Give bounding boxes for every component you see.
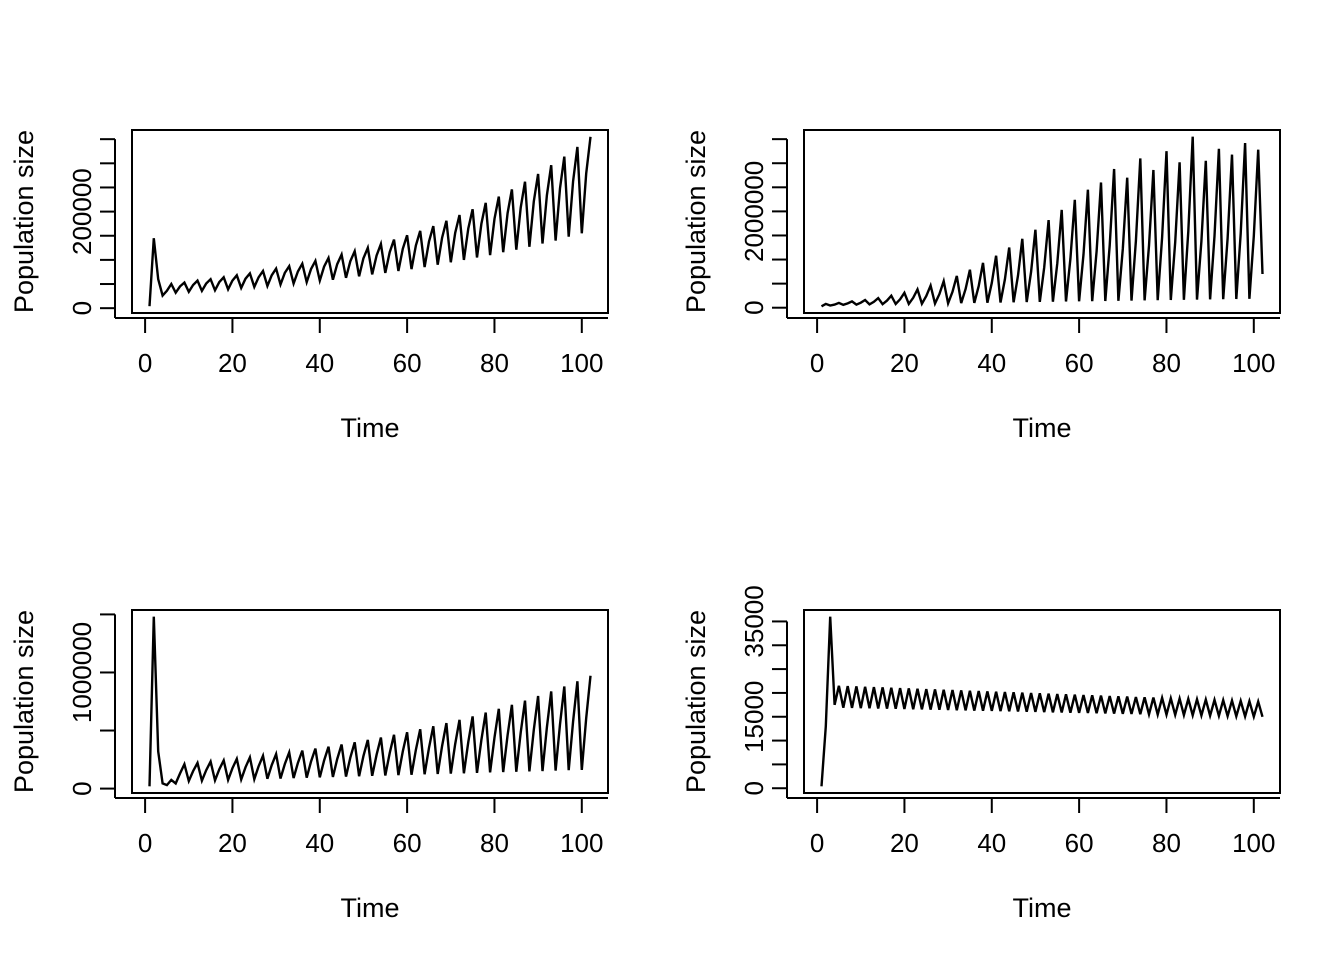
x-tick-label: 100 — [560, 348, 603, 378]
plot-panel-top-right: 0 20 40 60 80 100 0 2000000 Time Population size — [681, 129, 1281, 443]
series-line — [148, 136, 592, 307]
x-tick-label: 100 — [1232, 348, 1275, 378]
plot-frame — [803, 609, 1281, 794]
x-tick-label: 20 — [890, 348, 919, 378]
y-tick-label: 35000 — [739, 585, 769, 657]
plot-panel-container-top-right: 0 20 40 60 80 100 0 2000000 Time Population size — [672, 0, 1344, 480]
y-axis-title: Population size — [9, 130, 39, 313]
x-axis-title: Time — [341, 893, 400, 923]
x-tick-label: 80 — [1152, 348, 1181, 378]
x-tick-label: 20 — [218, 828, 247, 858]
y-axis-title: Population size — [681, 610, 711, 793]
series-line — [148, 616, 592, 787]
y-tick-label: 15000 — [739, 681, 769, 753]
x-tick-label: 20 — [218, 348, 247, 378]
x-tick-label: 40 — [305, 348, 334, 378]
plot-panel-top-left: 0 20 40 60 80 100 0 200000 Time Population size — [9, 129, 609, 443]
plot-frame — [131, 609, 609, 794]
x-tick-label: 60 — [1065, 348, 1094, 378]
x-tick-label: 0 — [810, 828, 824, 858]
plot-panel-container-bottom-right: 0 20 40 60 80 100 0 15000 35000 Time Population si… — [672, 480, 1344, 960]
y-tick-label: 0 — [67, 781, 97, 795]
plot-frame — [131, 129, 609, 314]
y-axis-title: Population size — [9, 610, 39, 793]
x-tick-label: 40 — [305, 828, 334, 858]
x-tick-label: 0 — [138, 828, 152, 858]
series-line — [820, 136, 1264, 308]
x-tick-label: 60 — [1065, 828, 1094, 858]
y-tick-label: 2000000 — [739, 161, 769, 262]
y-tick-label: 0 — [67, 301, 97, 315]
x-tick-label: 0 — [138, 348, 152, 378]
plot-panel-container-bottom-left: 0 20 40 60 80 100 0 1000000 Time Population size — [0, 480, 672, 960]
x-tick-label: 60 — [393, 828, 422, 858]
y-tick-label: 0 — [739, 300, 769, 314]
x-tick-label: 60 — [393, 348, 422, 378]
x-tick-label: 80 — [480, 828, 509, 858]
x-axis-title: Time — [341, 413, 400, 443]
y-tick-label: 200000 — [67, 168, 97, 255]
x-tick-label: 20 — [890, 828, 919, 858]
y-tick-label: 0 — [739, 781, 769, 795]
x-tick-label: 100 — [1232, 828, 1275, 858]
x-tick-label: 40 — [977, 348, 1006, 378]
x-tick-label: 80 — [1152, 828, 1181, 858]
x-tick-label: 0 — [810, 348, 824, 378]
x-axis-title: Time — [1013, 893, 1072, 923]
plot-frame — [803, 129, 1281, 314]
x-tick-label: 40 — [977, 828, 1006, 858]
x-axis-title: Time — [1013, 413, 1072, 443]
x-tick-label: 100 — [560, 828, 603, 858]
plot-panel-bottom-right: 0 20 40 60 80 100 0 15000 35000 Time Population si… — [681, 585, 1281, 923]
series-line — [820, 616, 1264, 787]
y-tick-label: 1000000 — [67, 622, 97, 723]
plot-panel-container-top-left: 0 20 40 60 80 100 0 200000 Time Population size — [0, 0, 672, 480]
y-axis-title: Population size — [681, 130, 711, 313]
plot-panel-bottom-left: 0 20 40 60 80 100 0 1000000 Time Population size — [9, 609, 609, 923]
x-tick-label: 80 — [480, 348, 509, 378]
